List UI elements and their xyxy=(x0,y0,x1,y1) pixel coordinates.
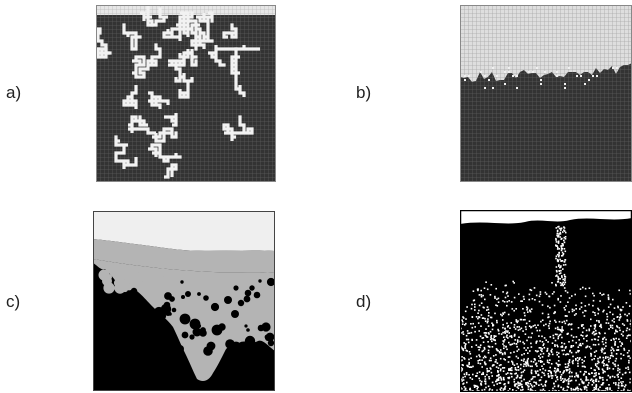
continuum-invasion-icon xyxy=(93,211,275,391)
panel-b-image xyxy=(460,5,632,182)
panel-label-d: d) xyxy=(356,292,372,311)
percolation-grid-light-paths-icon xyxy=(96,5,276,182)
binary-fractal-invasion-icon xyxy=(460,210,632,392)
panel-label-b: b) xyxy=(356,83,372,102)
panel-d-image xyxy=(460,210,632,392)
panel-label-c: c) xyxy=(6,292,21,311)
panel-c-image xyxy=(93,211,275,391)
panel-label-a: a) xyxy=(6,83,22,102)
percolation-grid-front-icon xyxy=(460,5,632,182)
panel-a-image xyxy=(96,5,276,182)
